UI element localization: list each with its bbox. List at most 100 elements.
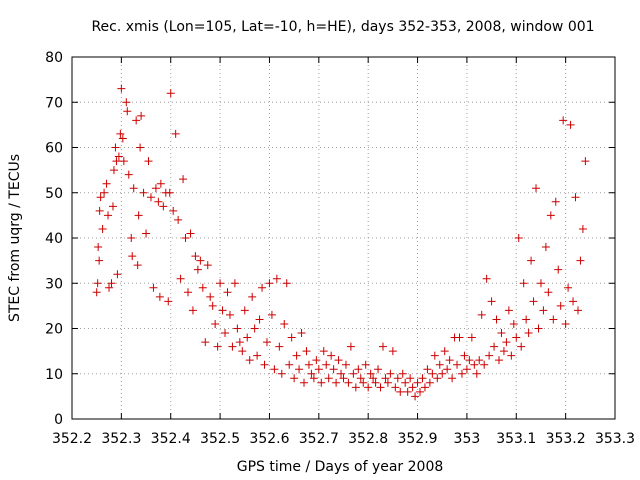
data-point-plus: [411, 392, 420, 401]
data-point-plus: [136, 143, 145, 152]
x-tick-label: 353.3: [595, 431, 635, 447]
x-tick-label: 352.5: [200, 431, 240, 447]
data-point-plus: [280, 319, 289, 328]
data-point-plus: [94, 243, 103, 252]
data-point-plus: [267, 310, 276, 319]
data-point-plus: [482, 274, 491, 283]
data-points: [92, 84, 590, 401]
data-point-plus: [225, 310, 234, 319]
data-point-plus: [559, 116, 568, 125]
data-point-plus: [514, 234, 523, 242]
data-point-plus: [208, 301, 217, 310]
y-tick-label: 50: [45, 186, 63, 202]
data-point-plus: [581, 157, 590, 166]
data-point-plus: [517, 342, 526, 351]
x-tick-label: 353.1: [496, 431, 536, 447]
data-point-plus: [248, 292, 257, 301]
chart-title: Rec. xmis (Lon=105, Lat=-10, h=HE), days…: [91, 19, 594, 35]
x-tick-label: 353: [454, 431, 481, 447]
data-point-plus: [524, 329, 533, 338]
data-point-plus: [179, 175, 188, 184]
data-point-plus: [371, 378, 380, 387]
data-point-plus: [119, 157, 128, 166]
data-point-plus: [472, 369, 481, 378]
data-point-plus: [149, 283, 158, 292]
data-point-plus: [470, 360, 479, 369]
data-point-plus: [519, 279, 528, 288]
data-point-plus: [571, 193, 580, 202]
data-point-plus: [282, 279, 291, 288]
x-axis-label: GPS time / Days of year 2008: [237, 459, 444, 475]
data-point-plus: [109, 166, 118, 175]
data-point-plus: [539, 306, 548, 315]
data-point-plus: [337, 369, 346, 378]
data-point-plus: [443, 365, 452, 374]
data-point-plus: [366, 369, 375, 378]
data-point-plus: [556, 301, 565, 310]
data-point-plus: [322, 360, 331, 369]
data-point-plus: [142, 229, 151, 238]
data-point-plus: [499, 347, 508, 356]
data-point-plus: [423, 365, 432, 374]
y-tick-label: 40: [45, 231, 63, 247]
data-point-plus: [104, 211, 113, 220]
data-point-plus: [445, 356, 454, 365]
data-point-plus: [509, 319, 518, 328]
data-point-plus: [134, 211, 143, 220]
data-point-plus: [129, 184, 138, 193]
data-point-plus: [554, 265, 563, 274]
data-point-plus: [440, 347, 449, 356]
data-point-plus: [425, 378, 434, 387]
data-point-plus: [551, 197, 560, 206]
data-point-plus: [490, 342, 499, 351]
data-point-plus: [465, 356, 474, 365]
data-point-plus: [369, 374, 378, 383]
data-point-plus: [344, 378, 353, 387]
data-point-plus: [113, 270, 122, 279]
data-point-plus: [433, 374, 442, 383]
data-point-plus: [309, 374, 318, 383]
data-point-plus: [378, 342, 387, 351]
data-point-plus: [193, 265, 202, 274]
data-point-plus: [532, 184, 541, 193]
data-point-plus: [176, 274, 185, 283]
data-point-plus: [253, 351, 262, 360]
data-point-plus: [566, 120, 575, 129]
data-point-plus: [132, 116, 141, 125]
data-point-plus: [361, 360, 370, 369]
data-point-plus: [230, 279, 239, 288]
data-point-plus: [124, 170, 133, 179]
data-point-plus: [418, 374, 427, 383]
data-point-plus: [159, 202, 168, 211]
data-point-plus: [181, 234, 190, 242]
data-point-plus: [112, 157, 121, 166]
data-point-plus: [238, 347, 247, 356]
y-tick-label: 20: [45, 322, 63, 338]
data-point-plus: [216, 279, 225, 288]
data-point-plus: [137, 111, 146, 120]
data-point-plus: [233, 324, 242, 333]
data-point-plus: [128, 252, 137, 261]
data-point-plus: [383, 378, 392, 387]
y-axis-label: STEC from uqrg / TECUs: [7, 154, 23, 322]
data-point-plus: [457, 369, 466, 378]
data-point-plus: [339, 374, 348, 383]
data-point-plus: [258, 283, 267, 292]
data-point-plus: [512, 333, 521, 342]
data-point-plus: [314, 365, 323, 374]
data-point-plus: [169, 206, 178, 215]
data-point-plus: [117, 84, 126, 93]
data-point-plus: [312, 356, 321, 365]
data-point-plus: [393, 374, 402, 383]
data-point-plus: [564, 283, 573, 292]
data-point-plus: [406, 374, 415, 383]
data-point-plus: [341, 360, 350, 369]
data-point-plus: [245, 356, 254, 365]
data-point-plus: [413, 378, 422, 387]
data-point-plus: [300, 378, 309, 387]
data-point-plus: [302, 347, 311, 356]
data-point-plus: [213, 342, 222, 351]
data-point-plus: [96, 193, 105, 202]
data-point-plus: [114, 152, 123, 161]
